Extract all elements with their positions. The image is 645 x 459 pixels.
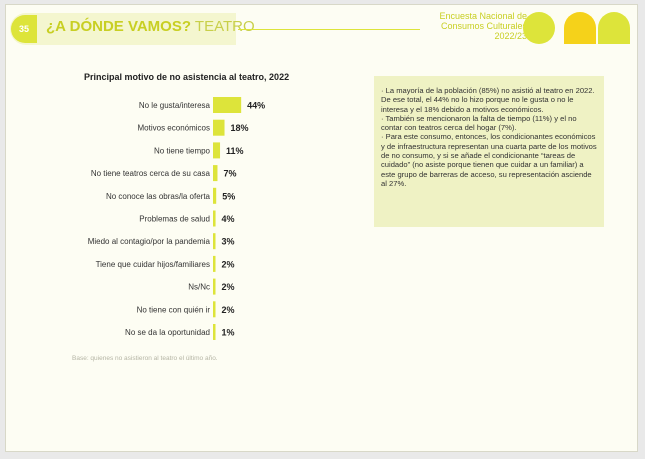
value-label: 2% bbox=[222, 259, 235, 269]
category-label: Tiene que cuidar hijos/familiares bbox=[96, 260, 210, 269]
bar bbox=[213, 97, 242, 113]
bar bbox=[213, 278, 216, 295]
bar bbox=[213, 324, 216, 340]
header-badge bbox=[10, 13, 236, 45]
chart-title: Principal motivo de no asistencia al tea… bbox=[84, 72, 290, 82]
section-title-main: ¿A DÓNDE VAMOS? bbox=[46, 18, 191, 35]
survey-line-2: Consumos Culturales bbox=[440, 21, 527, 31]
note-3: · Para este consumo, entonces, los condi… bbox=[381, 132, 597, 188]
category-label: No tiene teatros cerca de su casa bbox=[91, 169, 211, 178]
category-label: No tiene tiempo bbox=[154, 146, 211, 155]
survey-name: Encuesta Nacional de Consumos Culturales… bbox=[439, 11, 527, 41]
header-divider bbox=[238, 29, 420, 30]
survey-logo-icon bbox=[523, 12, 630, 44]
value-label: 44% bbox=[247, 101, 265, 111]
value-label: 1% bbox=[222, 328, 235, 338]
category-label: Problemas de salud bbox=[139, 215, 210, 224]
value-label: 5% bbox=[222, 191, 235, 201]
bar bbox=[213, 301, 216, 318]
notes-box: · La mayoría de la población (85%) no as… bbox=[374, 76, 604, 227]
category-label: Ns/Nc bbox=[188, 283, 210, 292]
value-label: 11% bbox=[226, 146, 244, 156]
bar bbox=[213, 187, 217, 204]
source-note: Base: quienes no asistieron al teatro el… bbox=[72, 355, 218, 362]
survey-line-3: 2022/23 bbox=[494, 31, 527, 41]
value-label: 7% bbox=[223, 169, 236, 179]
value-label: 4% bbox=[222, 214, 235, 224]
note-2: · También se mencionaron la falta de tie… bbox=[381, 113, 577, 133]
category-label: No conoce las obras/la oferta bbox=[106, 192, 211, 201]
category-label: Motivos económicos bbox=[138, 124, 210, 133]
bar bbox=[213, 210, 216, 227]
bar bbox=[213, 165, 218, 182]
category-label: No tiene con quién ir bbox=[137, 305, 211, 314]
note-1: · La mayoría de la población (85%) no as… bbox=[381, 86, 595, 114]
section-title: ¿A DÓNDE VAMOS? TEATRO bbox=[46, 18, 255, 35]
bar bbox=[213, 255, 216, 272]
value-label: 3% bbox=[222, 237, 235, 247]
value-label: 2% bbox=[222, 282, 235, 292]
category-label: No se da la oportunidad bbox=[125, 328, 210, 337]
category-label: No le gusta/interesa bbox=[139, 101, 211, 110]
value-label: 18% bbox=[231, 123, 249, 133]
bar bbox=[213, 119, 225, 136]
bar bbox=[213, 233, 216, 250]
bar bbox=[213, 142, 221, 159]
section-title-topic: TEATRO bbox=[194, 18, 255, 35]
page-number: 35 bbox=[11, 15, 37, 43]
value-label: 2% bbox=[222, 305, 235, 315]
survey-line-1: Encuesta Nacional de bbox=[439, 11, 527, 21]
category-label: Miedo al contagio/por la pandemia bbox=[88, 237, 211, 246]
